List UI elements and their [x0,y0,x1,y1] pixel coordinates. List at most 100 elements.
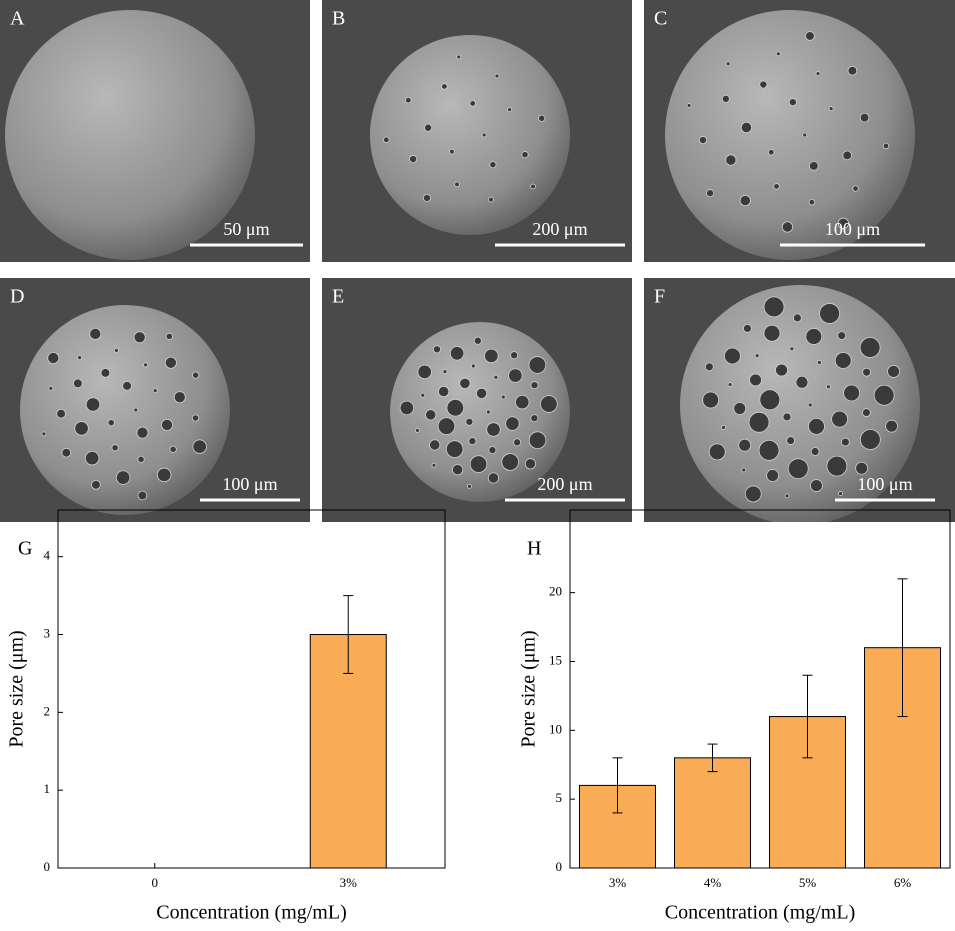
pore [528,431,547,450]
pore [137,490,148,501]
pore [470,363,476,369]
pore [417,364,432,380]
bar [674,757,751,869]
pore [484,348,499,364]
pore [524,458,537,470]
pore [686,103,692,108]
pore [837,331,847,341]
pore [505,416,520,431]
pore [826,455,848,477]
pore [441,83,448,90]
pore [449,346,465,361]
pore [786,436,796,445]
scale-bar-label: 100 μm [222,474,277,494]
pore [795,375,809,389]
pore [192,439,207,454]
pore [708,443,726,461]
pore [77,355,82,361]
pore [787,458,809,480]
x-axis-title: Concentration (mg/mL) [665,902,856,924]
scale-bar-label: 100 μm [857,474,912,494]
pore [862,367,872,377]
pore [136,426,149,439]
y-tick-label: 15 [549,652,562,667]
pore [467,483,472,489]
pore [486,422,501,437]
pore [133,407,139,413]
pore [754,353,760,359]
x-tick-label: 3% [609,875,627,890]
pore [73,378,83,389]
sem-content [370,35,570,235]
pore [739,194,751,207]
pore [873,384,895,406]
pore [107,419,115,427]
sem-content [390,322,570,502]
pore [842,150,853,161]
pore [513,438,522,447]
pore [152,388,158,393]
pore [415,428,420,433]
pore [122,381,132,391]
pore [432,345,441,354]
sem-content [5,10,255,260]
pore [725,61,731,67]
pore [510,351,519,360]
plot-frame [569,509,951,869]
pore [451,464,464,476]
pore [429,439,441,451]
scale-bar-label: 50 μm [223,219,269,239]
pore [420,392,426,398]
pore [508,368,523,383]
sem-content [20,305,230,515]
pore [826,384,831,390]
pore [743,323,752,333]
x-tick-label: 5% [799,875,817,890]
pore [89,327,102,340]
pore [459,377,471,390]
pore [859,337,881,358]
pore [84,450,100,466]
x-axis-title: Concentration (mg/mL) [156,902,347,924]
pore [405,96,412,104]
panel-label: D [10,286,24,308]
pore [165,332,173,340]
microsphere [5,10,255,260]
pore [425,409,437,421]
pore [789,346,795,352]
y-axis-title: Pore size (μm) [6,630,28,747]
pore [855,461,869,475]
panel-label: B [332,8,345,30]
pore [61,447,72,458]
pore [723,347,741,365]
pore [137,455,145,463]
scale-bar-label: 200 μm [537,474,592,494]
pore [788,98,797,107]
microsphere [20,305,230,515]
pore [530,183,536,190]
pore [838,491,843,496]
panel-label: E [332,286,344,308]
pore [749,373,762,387]
y-tick-label: 0 [44,859,51,874]
pore [834,352,852,369]
pore [706,189,715,198]
pore [702,391,720,409]
panel-label: A [10,8,25,30]
pore [831,410,849,428]
pore [111,444,119,452]
y-tick-label: 5 [556,790,563,805]
pore [698,136,707,145]
pore [744,485,762,503]
sem-content [665,10,915,260]
pore [500,394,506,400]
pore [775,51,781,57]
pore [859,112,870,123]
pore [887,365,900,378]
x-tick-label: 4% [704,875,722,890]
y-tick-label: 3 [44,626,51,641]
pore [493,374,499,380]
pore [445,440,464,458]
pore [773,183,780,190]
